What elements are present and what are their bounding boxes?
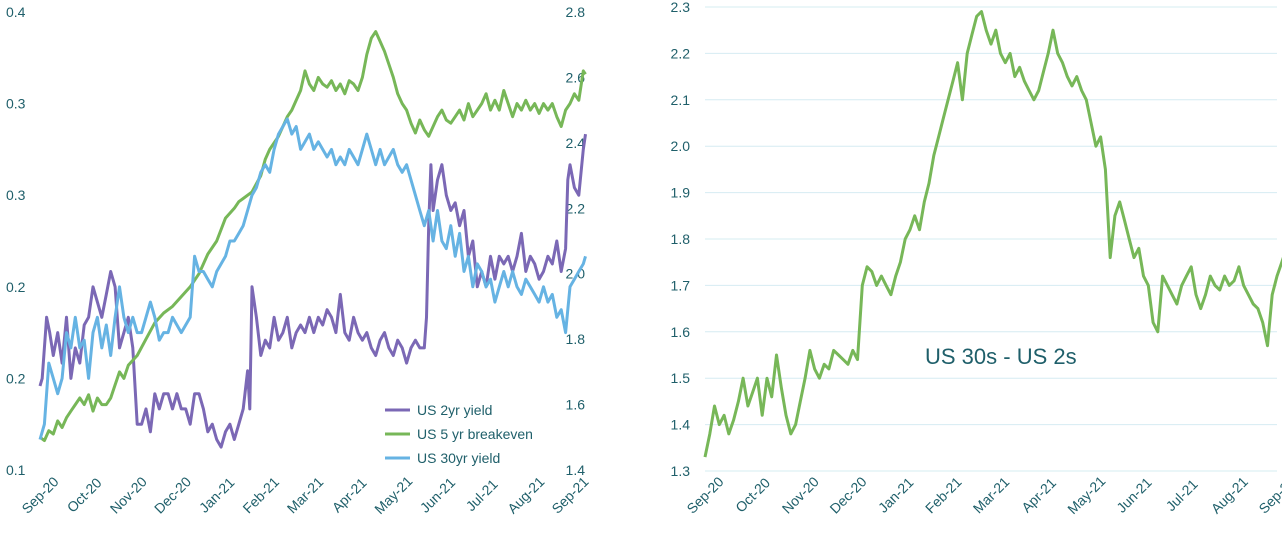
x-tick-label: Apr-21: [1018, 474, 1059, 515]
x-tick-label: Jun-21: [1113, 474, 1155, 516]
series-line: [39, 30, 587, 443]
right-y-axis-ticks: 1.41.61.82.02.22.42.62.8: [566, 4, 586, 478]
x-tick-label: Mar-21: [284, 474, 327, 517]
y-tick-label: 2.2: [671, 45, 691, 61]
x-tick-label: Nov-20: [779, 473, 822, 516]
y-tick-label: 1.5: [671, 370, 691, 386]
legend: US 2yr yield US 5 yr breakeven US 30yr yie…: [385, 402, 533, 466]
y-right-tick-label: 1.8: [566, 331, 586, 347]
x-tick-label: Mar-21: [970, 474, 1013, 517]
x-tick-label: Jul-21: [463, 476, 501, 514]
x-tick-label: May-21: [371, 473, 415, 517]
chart-annotation: US 30s - US 2s: [925, 344, 1077, 369]
x-tick-label: Jun-21: [417, 474, 459, 516]
x-tick-label: Jan-21: [875, 474, 917, 516]
series-line: [703, 10, 1282, 458]
series-line: [38, 133, 587, 449]
series-line: [38, 117, 587, 440]
x-tick-label: Dec-20: [826, 473, 869, 516]
x-tick-label: Sep-21: [548, 473, 590, 516]
right-chart: 1.3 1.4 1.5 1.6 1.7 1.8 1.9 2.0 2.1 2.2 2.3 Sep-20…: [671, 0, 1282, 517]
x-tick-label: Sep-21: [1255, 473, 1282, 516]
y-tick-label: 2.0: [671, 138, 691, 154]
x-tick-label: Apr-21: [329, 474, 370, 515]
y-tick-label: 2.1: [671, 92, 691, 108]
y-right-tick-label: 2.2: [566, 200, 586, 216]
series-lines: [38, 30, 587, 449]
x-tick-label: Feb-21: [239, 474, 282, 517]
legend-label: US 2yr yield: [417, 402, 492, 418]
x-tick-label: Feb-21: [922, 474, 965, 517]
y-left-tick-label: 0.2: [6, 279, 26, 295]
y-right-tick-label: 1.4: [566, 462, 586, 478]
y-tick-label: 2.3: [671, 0, 691, 15]
legend-label: US 5 yr breakeven: [417, 426, 533, 442]
x-tick-label: Sep-20: [683, 473, 726, 516]
y-left-tick-label: 0.3: [6, 187, 26, 203]
y-tick-label: 1.6: [671, 324, 691, 340]
y-left-tick-label: 0.3: [6, 96, 26, 112]
y-axis-ticks: 1.3 1.4 1.5 1.6 1.7 1.8 1.9 2.0 2.1 2.2 2.3: [671, 0, 691, 479]
x-tick-label: Oct-20: [64, 474, 105, 515]
x-tick-label: Aug-21: [504, 473, 547, 516]
x-tick-label: Sep-20: [18, 473, 61, 516]
x-tick-label: Nov-20: [107, 473, 150, 516]
left-y-axis-ticks: 0.1 0.2 0.2 0.3 0.3 0.4: [6, 4, 26, 478]
y-left-tick-label: 0.1: [6, 462, 26, 478]
y-tick-label: 1.7: [671, 277, 691, 293]
x-tick-label: Dec-20: [151, 473, 194, 516]
y-tick-label: 1.8: [671, 231, 691, 247]
x-axis-ticks: Sep-20 Oct-20 Nov-20 Dec-20 Jan-21 Feb-21 Mar-…: [683, 473, 1282, 517]
y-right-tick-label: 2.4: [566, 135, 586, 151]
x-tick-label: Oct-20: [732, 474, 773, 515]
x-tick-label: Aug-21: [1208, 473, 1251, 516]
left-chart: 0.10.20.20.30.30.4 1.41.61.82.02.22.42.6…: [6, 4, 590, 517]
y-left-tick-label: 0.2: [6, 370, 26, 386]
x-tick-label: Jan-21: [196, 474, 238, 516]
y-tick-label: 1.3: [671, 463, 691, 479]
y-right-tick-label: 2.8: [566, 4, 586, 20]
y-tick-label: 1.4: [671, 417, 691, 433]
legend-label: US 30yr yield: [417, 450, 500, 466]
y-left-tick-label: 0.4: [6, 4, 26, 20]
y-tick-label: 1.9: [671, 185, 691, 201]
gridlines: [705, 6, 1277, 472]
x-axis-ticks: Sep-20 Oct-20 Nov-20 Dec-20 Jan-21 Feb-21 Mar-…: [18, 473, 590, 517]
x-tick-label: Jul-21: [1163, 476, 1201, 514]
x-tick-label: May-21: [1064, 473, 1108, 517]
series-lines: [703, 10, 1282, 458]
y-right-tick-label: 1.6: [566, 397, 586, 413]
